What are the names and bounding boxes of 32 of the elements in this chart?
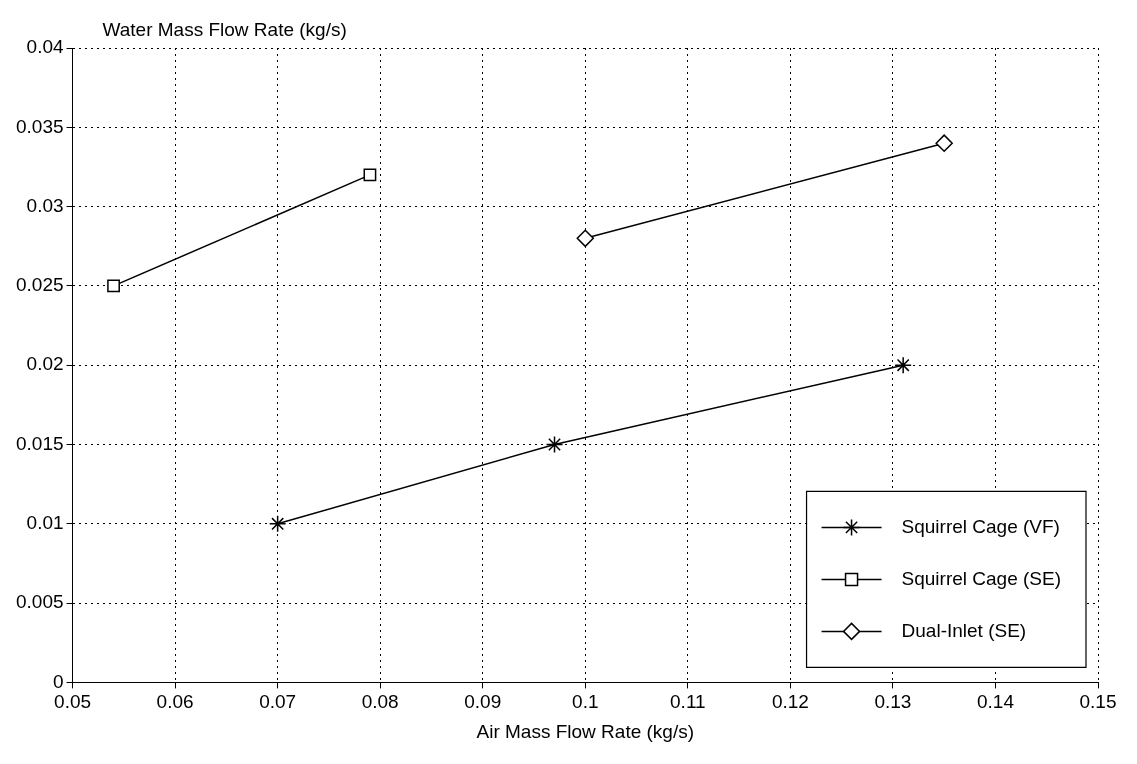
- x-axis-title: Air Mass Flow Rate (kg/s): [476, 720, 695, 742]
- legend-label: Dual-Inlet (SE): [901, 619, 1027, 641]
- x-tick-label: 0.13: [874, 691, 912, 713]
- x-tick-label: 0.15: [1079, 691, 1117, 713]
- point: [576, 229, 595, 248]
- legend-label: Squirrel Cage (VF): [901, 515, 1060, 537]
- x-tick-label: 0.1: [572, 691, 599, 713]
- x-tick-label: 0.12: [771, 691, 809, 713]
- point: [935, 134, 953, 152]
- x-tick-label: 0.08: [361, 691, 399, 713]
- point: [363, 168, 377, 182]
- x-tick-label: 0.11: [670, 691, 706, 713]
- x-tick-label: 0.09: [464, 691, 502, 713]
- point: [545, 435, 564, 454]
- y-tick-label: 0.01: [26, 512, 64, 534]
- y-tick-label: 0.02: [26, 353, 64, 375]
- x-tick-label: 0.05: [54, 691, 92, 713]
- point: [107, 279, 120, 293]
- y-tick-label: 0.035: [16, 115, 64, 137]
- y-axis-title: Water Mass Flow Rate (kg/s): [102, 18, 347, 40]
- x-tick-label: 0.06: [156, 691, 194, 713]
- y-tick-label: 0.015: [16, 432, 64, 454]
- point: [268, 515, 287, 533]
- y-tick-label: 0.04: [26, 36, 64, 58]
- y-tick-label: 0.03: [26, 194, 64, 216]
- x-tick-label: 0.14: [976, 691, 1015, 713]
- legend-label: Squirrel Cage (SE): [901, 567, 1061, 589]
- y-tick-label: 0: [52, 670, 64, 692]
- point: [894, 356, 912, 374]
- y-tick-label: 0.025: [16, 274, 64, 296]
- y-tick-label: 0.005: [16, 591, 64, 613]
- x-tick-label: 0.07: [259, 691, 297, 713]
